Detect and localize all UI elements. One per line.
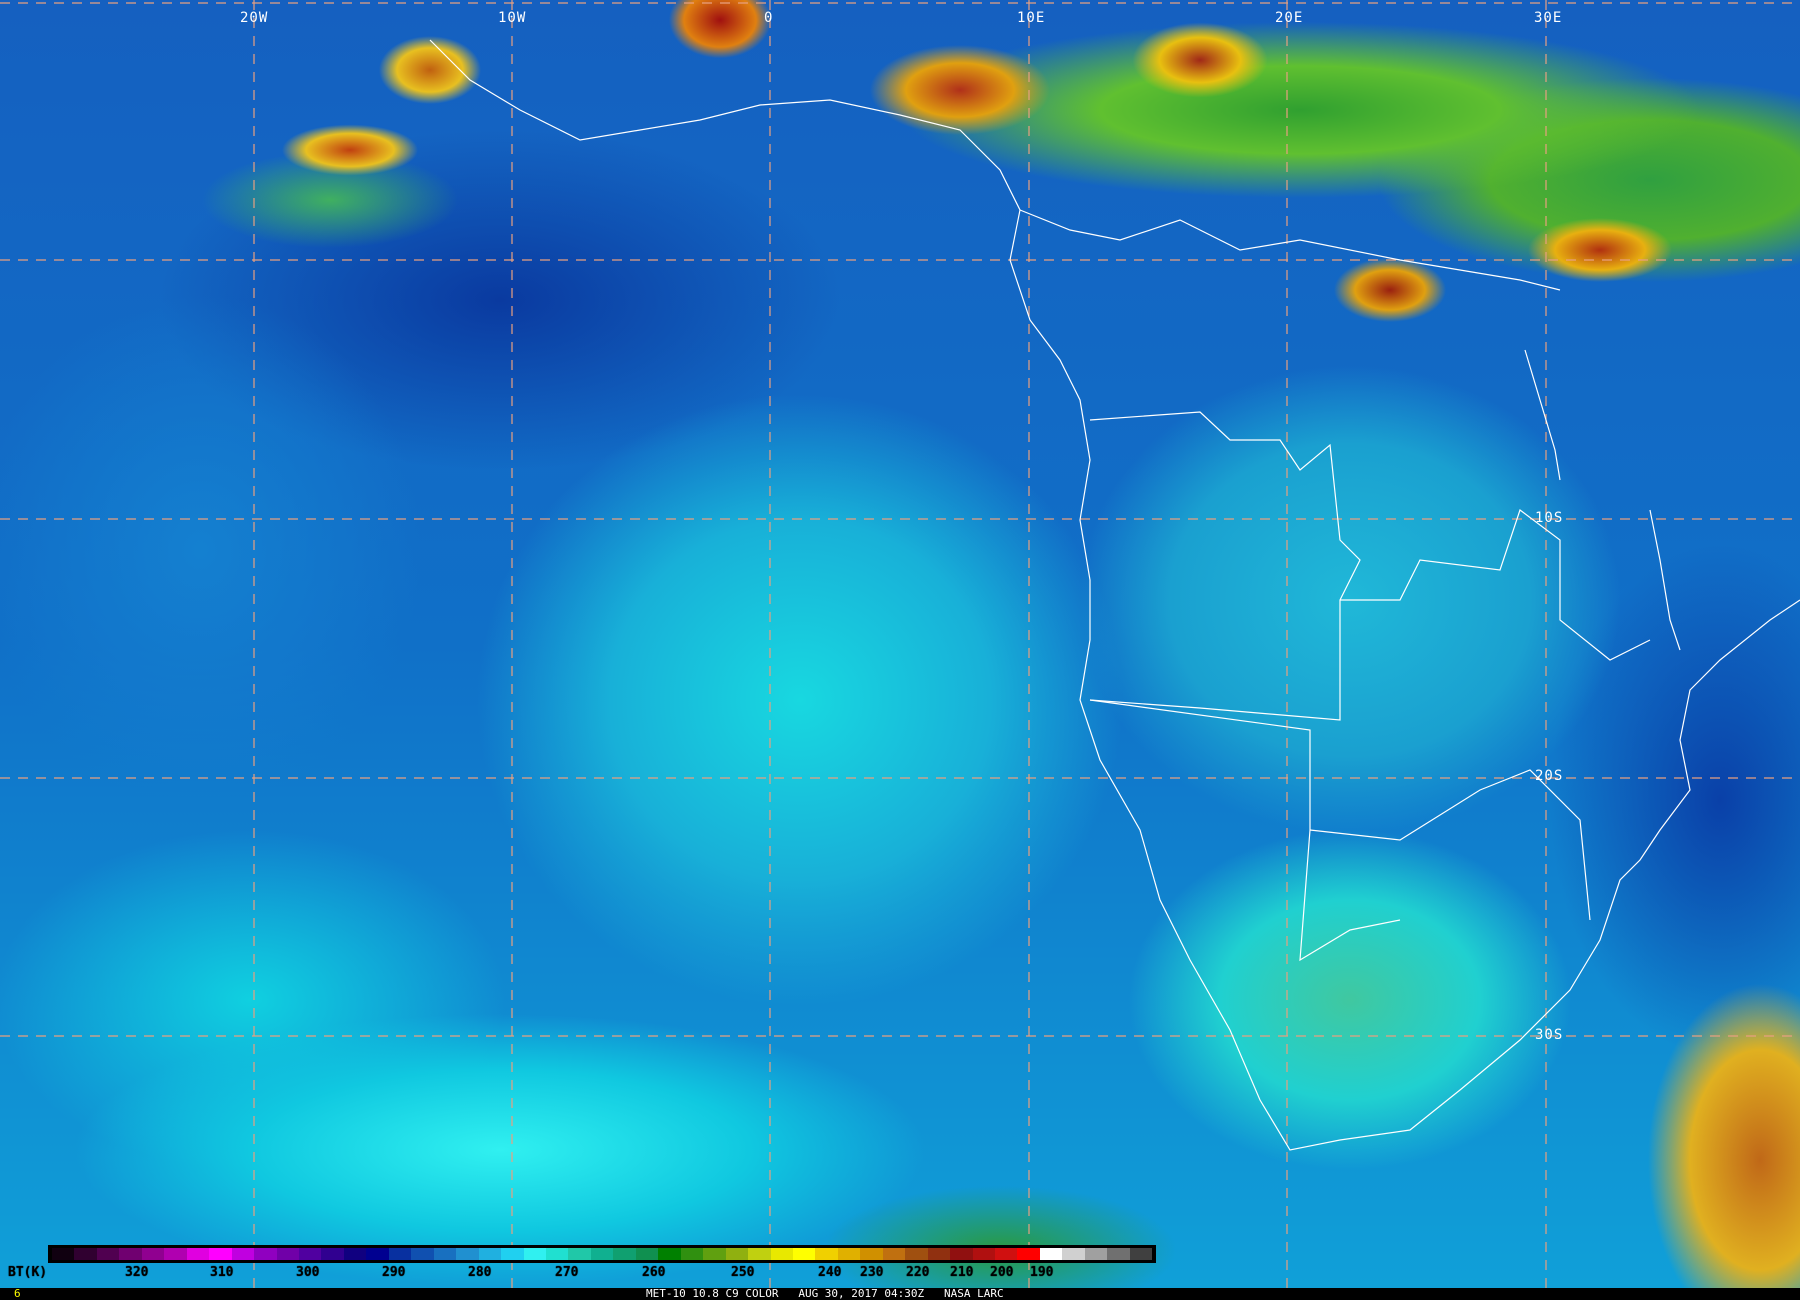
colorbar-tick-label: 260 [642, 1265, 666, 1280]
lon-label-20w: 20W [240, 10, 269, 26]
colorbar-segment [52, 1248, 75, 1260]
colorbar-segment [119, 1248, 142, 1260]
colorbar-segment [209, 1248, 232, 1260]
colorbar-segment [411, 1248, 434, 1260]
lat-label-20s: 20S [1535, 768, 1564, 784]
colorbar-tick-label: 190 [1030, 1265, 1054, 1280]
image-caption: MET-10 10.8 C9 COLOR AUG 30, 2017 04:30Z… [646, 1287, 1004, 1300]
lat-label-10s: 10S [1535, 510, 1564, 526]
colorbar-segment [74, 1248, 97, 1260]
colorbar-segment [164, 1248, 187, 1260]
colorbar-unit-label: BT(K) [8, 1265, 48, 1280]
colorbar-segment [590, 1248, 614, 1260]
colorbar-segment [96, 1248, 120, 1260]
border-namibia [1089, 699, 1401, 962]
colorbar-segment [1129, 1248, 1153, 1260]
colorbar-segment [950, 1248, 973, 1260]
colorbar-tick-label: 270 [555, 1265, 579, 1280]
colorbar-gradient [52, 1248, 1153, 1260]
colorbar-segment [1062, 1248, 1085, 1260]
west-africa-coast [429, 39, 1800, 1151]
colorbar-segment [748, 1248, 771, 1260]
colorbar-segment [792, 1248, 816, 1260]
border-zambia [1340, 509, 1651, 661]
colorbar-tick-label: 320 [125, 1265, 149, 1280]
colorbar-segment [770, 1248, 793, 1260]
border-botswana [1309, 769, 1591, 921]
border-angola [1089, 411, 1361, 721]
colorbar-segment [1017, 1248, 1040, 1260]
colorbar-segment [478, 1248, 502, 1260]
colorbar-segment [882, 1248, 906, 1260]
colorbar-tick-label: 220 [906, 1265, 930, 1280]
lon-label-10e: 10E [1017, 10, 1046, 26]
colorbar-segment [635, 1248, 659, 1260]
lat-label-30s: 30S [1535, 1027, 1564, 1043]
colorbar-segment [703, 1248, 726, 1260]
colorbar-segment [860, 1248, 883, 1260]
colorbar-segment [545, 1248, 569, 1260]
lon-label-20e: 20E [1275, 10, 1304, 26]
colorbar-segment [837, 1248, 861, 1260]
colorbar-segment [321, 1248, 344, 1260]
lon-label-0: 0 [764, 10, 774, 26]
lon-label-30e: 30E [1534, 10, 1563, 26]
colorbar-tick-label: 280 [468, 1265, 492, 1280]
colorbar-segment [927, 1248, 951, 1260]
lon-label-10w: 10W [498, 10, 527, 26]
colorbar-segment [1107, 1248, 1130, 1260]
colorbar-segment [276, 1248, 299, 1260]
colorbar-segment [658, 1248, 681, 1260]
colorbar-segment [231, 1248, 255, 1260]
colorbar-segment [366, 1248, 389, 1260]
colorbar-segment [298, 1248, 322, 1260]
lake-malawi [1649, 509, 1681, 651]
colorbar-tick-label: 230 [860, 1265, 884, 1280]
colorbar-segment [725, 1248, 749, 1260]
colorbar-tick-label: 200 [990, 1265, 1014, 1280]
colorbar-segment [433, 1248, 457, 1260]
colorbar-segment [141, 1248, 165, 1260]
lake-tanganyika [1524, 349, 1561, 481]
coastlines-borders [429, 39, 1800, 1151]
colorbar-segment [972, 1248, 996, 1260]
colorbar [48, 1245, 1156, 1263]
colorbar-tick-label: 310 [210, 1265, 234, 1280]
colorbar-tick-label: 210 [950, 1265, 974, 1280]
colorbar-segment [501, 1248, 524, 1260]
colorbar-segment [254, 1248, 277, 1260]
colorbar-segment [1084, 1248, 1108, 1260]
colorbar-segment [905, 1248, 928, 1260]
colorbar-segment [388, 1248, 412, 1260]
colorbar-segment [680, 1248, 704, 1260]
colorbar-tick-label: 250 [731, 1265, 755, 1280]
colorbar-tick-label: 300 [296, 1265, 320, 1280]
colorbar-segment [815, 1248, 838, 1260]
colorbar-tick-label: 240 [818, 1265, 842, 1280]
colorbar-segment [995, 1248, 1018, 1260]
colorbar-tick-label: 290 [382, 1265, 406, 1280]
frame-number: 6 [14, 1287, 21, 1300]
status-bar: 6 MET-10 10.8 C9 COLOR AUG 30, 2017 04:3… [0, 1288, 1800, 1300]
colorbar-segment [523, 1248, 546, 1260]
colorbar-segment [343, 1248, 367, 1260]
border-congo [1019, 209, 1561, 291]
colorbar-segment [1039, 1248, 1063, 1260]
colorbar-segment [456, 1248, 479, 1260]
colorbar-segment [568, 1248, 591, 1260]
colorbar-segment [613, 1248, 636, 1260]
colorbar-segment [186, 1248, 210, 1260]
